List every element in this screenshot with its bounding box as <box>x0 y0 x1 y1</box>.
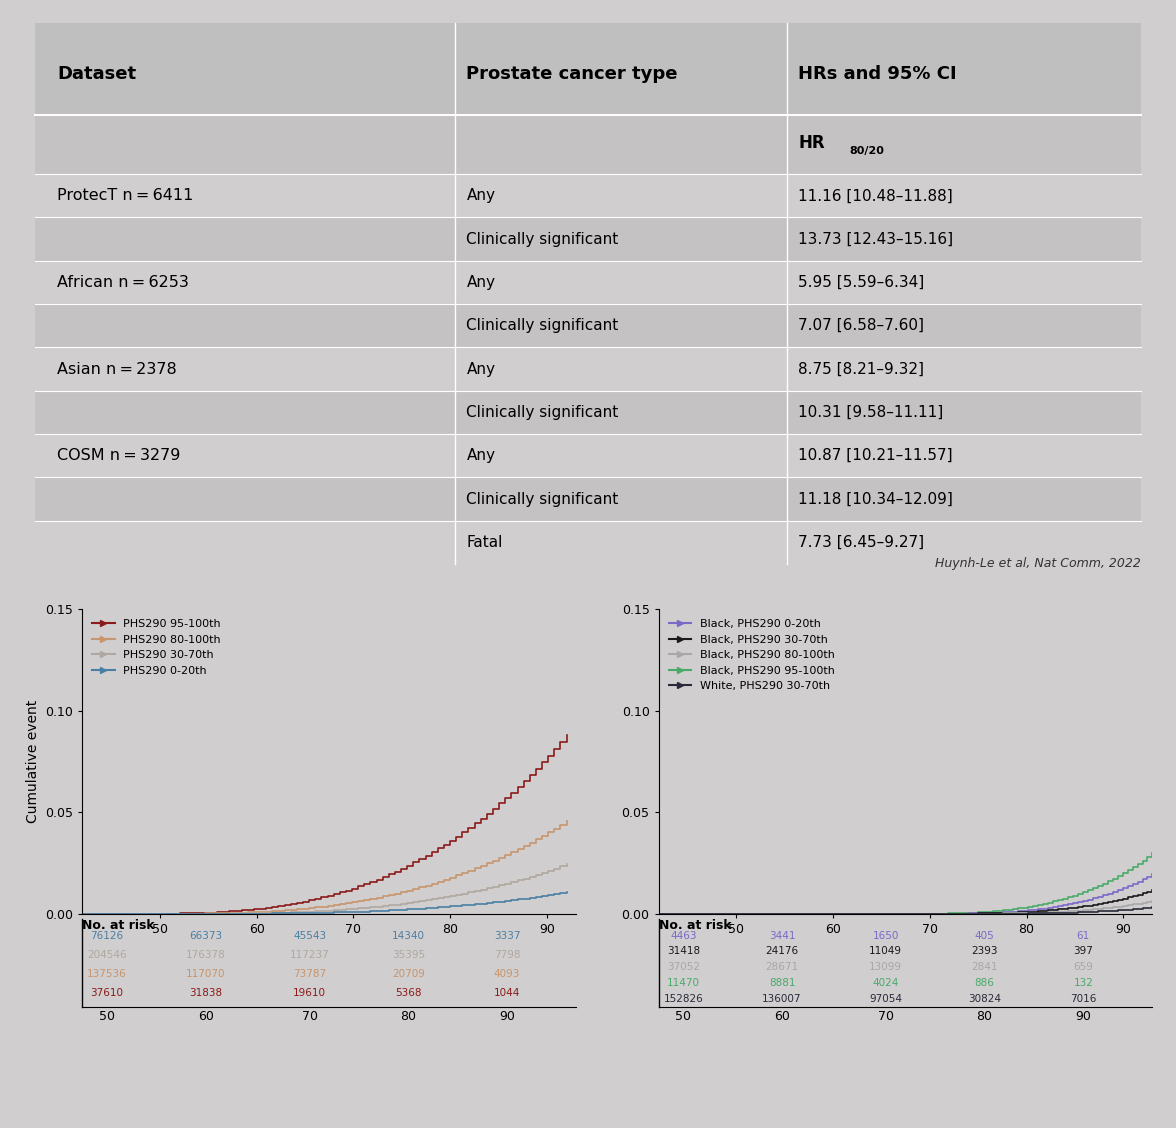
Text: 1650: 1650 <box>873 931 898 941</box>
Text: Dataset: Dataset <box>58 65 136 83</box>
Text: Clinically significant: Clinically significant <box>467 231 619 247</box>
Text: 176378: 176378 <box>186 950 226 960</box>
Text: 11.16 [10.48–11.88]: 11.16 [10.48–11.88] <box>799 188 953 203</box>
Text: 2393: 2393 <box>971 946 997 957</box>
Text: 80: 80 <box>976 1010 993 1023</box>
Text: 35395: 35395 <box>392 950 425 960</box>
Text: 70: 70 <box>301 1010 318 1023</box>
Text: 13.73 [12.43–15.16]: 13.73 [12.43–15.16] <box>799 231 954 247</box>
Bar <box>35 115 1141 174</box>
Text: 20709: 20709 <box>392 969 425 979</box>
Text: 132: 132 <box>1074 978 1094 988</box>
Bar <box>35 434 1141 477</box>
Text: HR: HR <box>799 134 824 152</box>
Text: 8.75 [8.21–9.32]: 8.75 [8.21–9.32] <box>799 362 924 377</box>
Text: 30824: 30824 <box>968 994 1001 1004</box>
Text: HRs and 95% CI: HRs and 95% CI <box>799 65 956 83</box>
Text: 90: 90 <box>499 1010 515 1023</box>
Legend: Black, PHS290 0-20th, Black, PHS290 30-70th, Black, PHS290 80-100th, Black, PHS2: Black, PHS290 0-20th, Black, PHS290 30-7… <box>664 615 838 696</box>
Text: 8881: 8881 <box>769 978 795 988</box>
Text: 97054: 97054 <box>869 994 902 1004</box>
Text: 11470: 11470 <box>667 978 700 988</box>
Bar <box>35 261 1141 305</box>
Text: 117070: 117070 <box>186 969 226 979</box>
Text: 4024: 4024 <box>873 978 898 988</box>
Text: Prostate cancer type: Prostate cancer type <box>467 65 677 83</box>
Text: 1044: 1044 <box>494 988 520 998</box>
Text: No. at risk: No. at risk <box>82 919 155 933</box>
Text: 4093: 4093 <box>494 969 520 979</box>
Text: 136007: 136007 <box>762 994 802 1004</box>
Bar <box>35 521 1141 564</box>
Text: 3441: 3441 <box>769 931 795 941</box>
Text: 66373: 66373 <box>189 931 222 941</box>
Text: Asian n = 2378: Asian n = 2378 <box>58 362 178 377</box>
Text: 28671: 28671 <box>766 962 799 972</box>
Bar <box>35 305 1141 347</box>
Text: Fatal: Fatal <box>467 535 503 549</box>
Text: 397: 397 <box>1074 946 1094 957</box>
Text: 5.95 [5.59–6.34]: 5.95 [5.59–6.34] <box>799 275 924 290</box>
Bar <box>35 477 1141 521</box>
Text: No. at risk: No. at risk <box>659 919 731 933</box>
Legend: PHS290 95-100th, PHS290 80-100th, PHS290 30-70th, PHS290 0-20th: PHS290 95-100th, PHS290 80-100th, PHS290… <box>88 615 226 680</box>
Text: 7016: 7016 <box>1070 994 1096 1004</box>
Text: COSM n = 3279: COSM n = 3279 <box>58 448 181 464</box>
Text: 80/20: 80/20 <box>849 147 883 157</box>
Text: 10.87 [10.21–11.57]: 10.87 [10.21–11.57] <box>799 448 953 464</box>
Y-axis label: Cumulative event: Cumulative event <box>26 699 40 823</box>
Text: Any: Any <box>467 275 495 290</box>
Text: 204546: 204546 <box>87 950 127 960</box>
Text: 7.73 [6.45–9.27]: 7.73 [6.45–9.27] <box>799 535 924 549</box>
Text: 90: 90 <box>1075 1010 1091 1023</box>
Text: 73787: 73787 <box>293 969 326 979</box>
Text: 13099: 13099 <box>869 962 902 972</box>
Text: 61: 61 <box>1077 931 1090 941</box>
Text: 31838: 31838 <box>189 988 222 998</box>
Text: 7.07 [6.58–7.60]: 7.07 [6.58–7.60] <box>799 318 924 333</box>
Text: 60: 60 <box>774 1010 790 1023</box>
Text: 37052: 37052 <box>667 962 700 972</box>
Text: ProtecT n = 6411: ProtecT n = 6411 <box>58 188 194 203</box>
Text: 50: 50 <box>675 1010 691 1023</box>
Bar <box>35 218 1141 261</box>
Text: 60: 60 <box>198 1010 214 1023</box>
Text: 45543: 45543 <box>293 931 326 941</box>
Text: 405: 405 <box>975 931 995 941</box>
Text: 117237: 117237 <box>289 950 329 960</box>
Bar <box>35 390 1141 434</box>
Text: Huynh-Le et al, Nat Comm, 2022: Huynh-Le et al, Nat Comm, 2022 <box>935 556 1141 570</box>
Text: 10.31 [9.58–11.11]: 10.31 [9.58–11.11] <box>799 405 943 420</box>
Text: Any: Any <box>467 188 495 203</box>
Text: 31418: 31418 <box>667 946 700 957</box>
Text: 886: 886 <box>975 978 995 988</box>
Text: 3337: 3337 <box>494 931 520 941</box>
Text: 4463: 4463 <box>670 931 696 941</box>
Text: 152826: 152826 <box>663 994 703 1004</box>
Text: 70: 70 <box>877 1010 894 1023</box>
Bar <box>35 347 1141 390</box>
Text: 24176: 24176 <box>766 946 799 957</box>
Text: 37610: 37610 <box>91 988 123 998</box>
Bar <box>35 23 1141 115</box>
Text: Clinically significant: Clinically significant <box>467 405 619 420</box>
Text: 5368: 5368 <box>395 988 421 998</box>
Text: Any: Any <box>467 448 495 464</box>
Text: 7798: 7798 <box>494 950 520 960</box>
Text: African n = 6253: African n = 6253 <box>58 275 189 290</box>
Text: 11049: 11049 <box>869 946 902 957</box>
Text: 80: 80 <box>400 1010 416 1023</box>
Text: 659: 659 <box>1074 962 1094 972</box>
Text: 19610: 19610 <box>293 988 326 998</box>
Text: 11.18 [10.34–12.09]: 11.18 [10.34–12.09] <box>799 492 953 506</box>
Text: Any: Any <box>467 362 495 377</box>
Text: Clinically significant: Clinically significant <box>467 318 619 333</box>
Text: 50: 50 <box>99 1010 115 1023</box>
Text: 137536: 137536 <box>87 969 127 979</box>
Text: 2841: 2841 <box>971 962 997 972</box>
Text: Clinically significant: Clinically significant <box>467 492 619 506</box>
Text: 76126: 76126 <box>91 931 123 941</box>
Bar <box>35 174 1141 218</box>
Text: 14340: 14340 <box>392 931 425 941</box>
